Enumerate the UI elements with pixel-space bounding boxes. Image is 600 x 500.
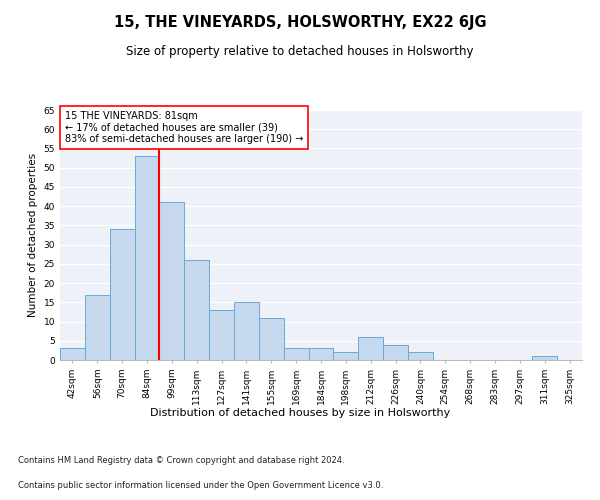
Text: 15 THE VINEYARDS: 81sqm
← 17% of detached houses are smaller (39)
83% of semi-de: 15 THE VINEYARDS: 81sqm ← 17% of detache… [65, 112, 304, 144]
Bar [308, 348, 334, 360]
Bar [532, 356, 557, 360]
Text: Contains public sector information licensed under the Open Government Licence v3: Contains public sector information licen… [18, 481, 383, 490]
Bar [334, 352, 358, 360]
Bar [60, 348, 85, 360]
Text: 15, THE VINEYARDS, HOLSWORTHY, EX22 6JG: 15, THE VINEYARDS, HOLSWORTHY, EX22 6JG [113, 15, 487, 30]
Bar [209, 310, 234, 360]
Text: Contains HM Land Registry data © Crown copyright and database right 2024.: Contains HM Land Registry data © Crown c… [18, 456, 344, 465]
Bar [134, 156, 160, 360]
Bar [383, 344, 408, 360]
Bar [110, 229, 134, 360]
Bar [85, 294, 110, 360]
Bar [234, 302, 259, 360]
Bar [160, 202, 184, 360]
Y-axis label: Number of detached properties: Number of detached properties [28, 153, 38, 317]
Bar [358, 337, 383, 360]
Bar [259, 318, 284, 360]
Text: Size of property relative to detached houses in Holsworthy: Size of property relative to detached ho… [126, 45, 474, 58]
Bar [184, 260, 209, 360]
Text: Distribution of detached houses by size in Holsworthy: Distribution of detached houses by size … [150, 408, 450, 418]
Bar [284, 348, 308, 360]
Bar [408, 352, 433, 360]
